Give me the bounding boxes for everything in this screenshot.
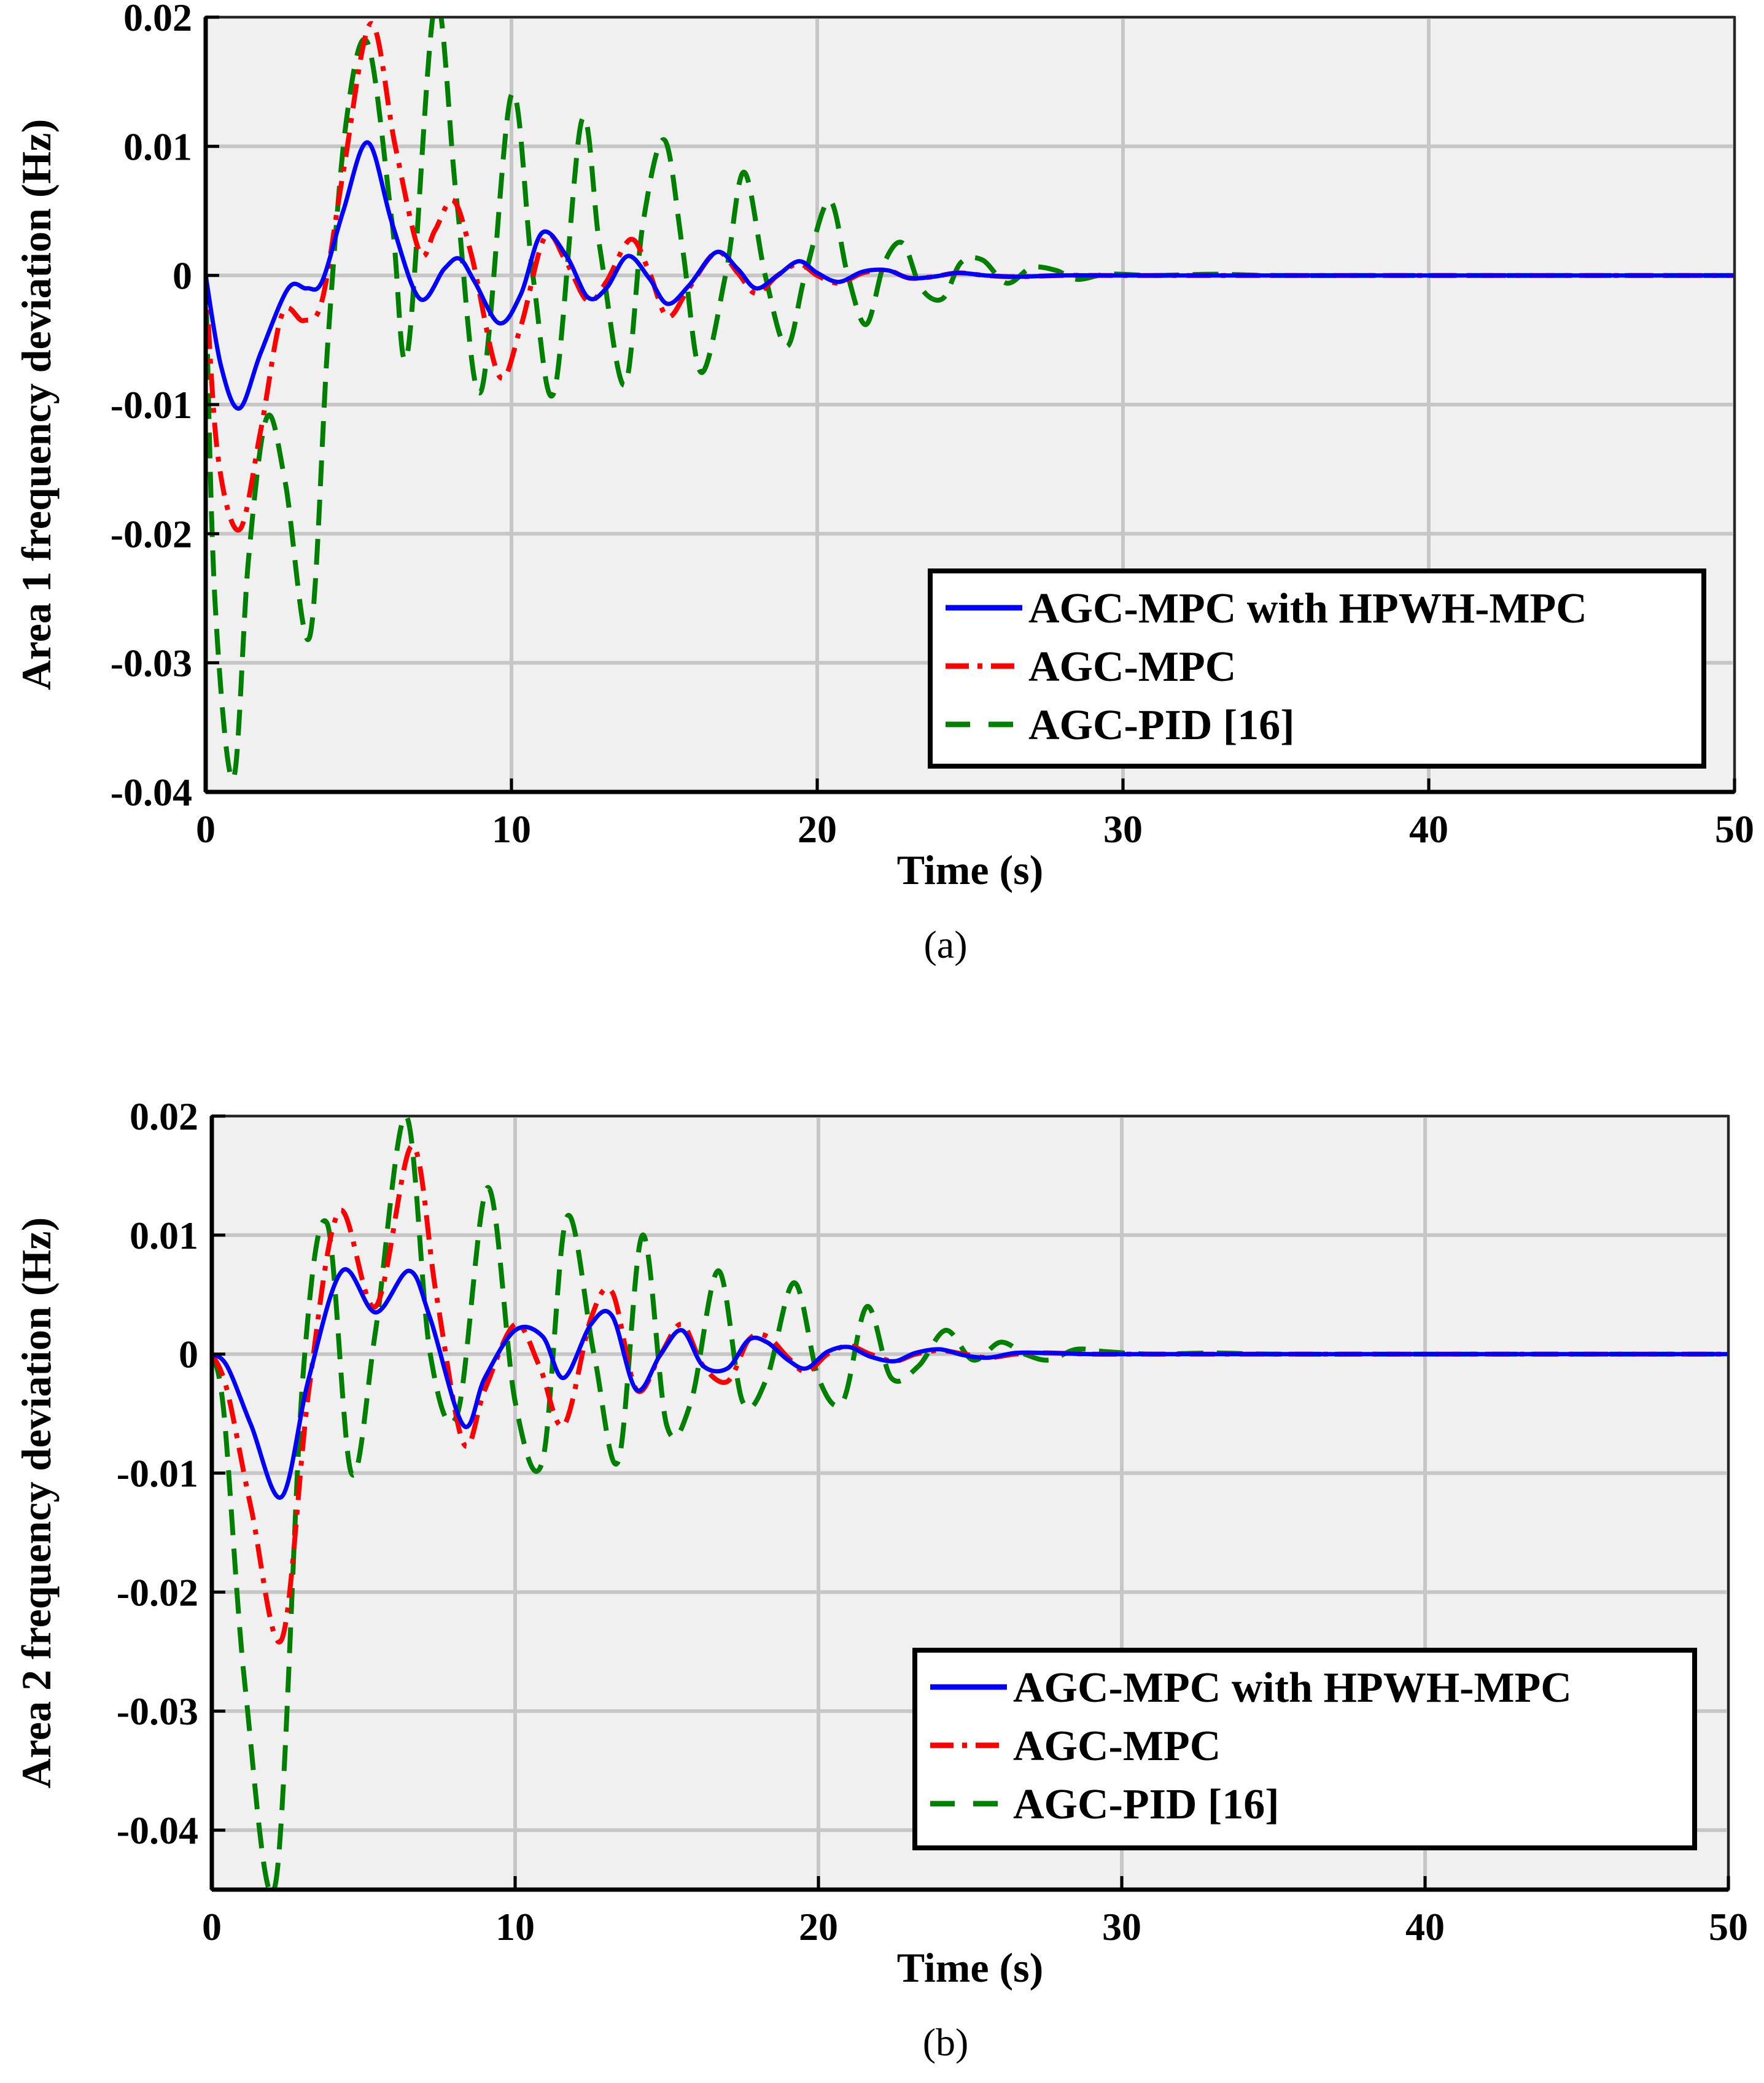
figure-caption: (a) — [923, 923, 967, 966]
y-tick-label: -0.03 — [111, 642, 192, 685]
y-tick-label: 0.02 — [123, 0, 192, 39]
y-tick-label: -0.01 — [111, 383, 192, 427]
x-tick-label: 50 — [1709, 1905, 1748, 1949]
series-line-1 — [212, 1267, 1728, 1500]
legend-label-1: AGC-MPC with HPWH-MPC — [1013, 1664, 1572, 1712]
legend-box — [928, 568, 1706, 769]
x-tick-label: 0 — [196, 807, 216, 851]
legend-box — [912, 1648, 1697, 1850]
x-axis-label: Time (s) — [897, 1944, 1044, 1991]
x-tick-label: 30 — [1102, 1905, 1141, 1949]
y-tick-label: 0.01 — [123, 125, 192, 168]
series-line-3 — [206, 17, 1735, 782]
y-tick-label: -0.03 — [117, 1689, 198, 1733]
x-tick-label: 50 — [1715, 807, 1754, 851]
x-tick-label: 20 — [799, 1905, 838, 1949]
y-tick-label: -0.02 — [117, 1570, 198, 1614]
series-line-1 — [206, 140, 1735, 411]
figure-caption: (b) — [923, 2020, 969, 2064]
legend: AGC-MPC with HPWH-MPC AGC-MPC AGC-PID [16] — [912, 1648, 1697, 1850]
legend-label-2: AGC-MPC — [1013, 1723, 1221, 1770]
y-tick-label: 0.02 — [130, 1095, 198, 1138]
series-line-3 — [212, 1116, 1728, 1890]
y-tick-label: 0 — [179, 1333, 198, 1376]
legend-label-2: AGC-MPC — [1028, 643, 1236, 691]
x-tick-label: 10 — [492, 807, 531, 851]
series-line-2 — [206, 21, 1735, 533]
y-tick-label: -0.04 — [111, 770, 192, 814]
y-tick-label: -0.02 — [111, 512, 192, 556]
x-tick-label: 20 — [798, 807, 837, 851]
legend: AGC-MPC with HPWH-MPC AGC-MPC AGC-PID [16] — [928, 568, 1706, 769]
x-tick-label: 40 — [1405, 1905, 1445, 1949]
chart-panel-2: 0 10 20 30 40 50 0.02 0.01 0 -0.01 -0.02 -0.03 -0.04… — [13, 1095, 1748, 2064]
y-tick-label: -0.04 — [117, 1809, 198, 1852]
series-group — [212, 1116, 1728, 1890]
y-axis-label: Area 1 frequency deviation (Hz) — [13, 119, 60, 690]
x-axis-label: Time (s) — [897, 847, 1044, 893]
x-tick-label: 10 — [495, 1905, 535, 1949]
chart-panel-1: 0 10 20 30 40 50 0.02 0.01 0 -0.01 -0.02 -0.03 -0.04… — [13, 0, 1754, 966]
x-tick-label: 0 — [202, 1905, 222, 1949]
series-group — [206, 17, 1735, 782]
y-tick-label: 0 — [173, 254, 192, 298]
y-tick-label: -0.01 — [117, 1452, 198, 1495]
legend-label-3: AGC-PID [16] — [1013, 1781, 1280, 1828]
legend-label-3: AGC-PID [16] — [1028, 702, 1295, 749]
y-tick-label: 0.01 — [130, 1214, 198, 1257]
x-tick-label: 40 — [1409, 807, 1448, 851]
y-axis-label: Area 2 frequency deviation (Hz) — [13, 1217, 60, 1788]
legend-label-1: AGC-MPC with HPWH-MPC — [1028, 585, 1587, 632]
x-tick-label: 30 — [1103, 807, 1143, 851]
